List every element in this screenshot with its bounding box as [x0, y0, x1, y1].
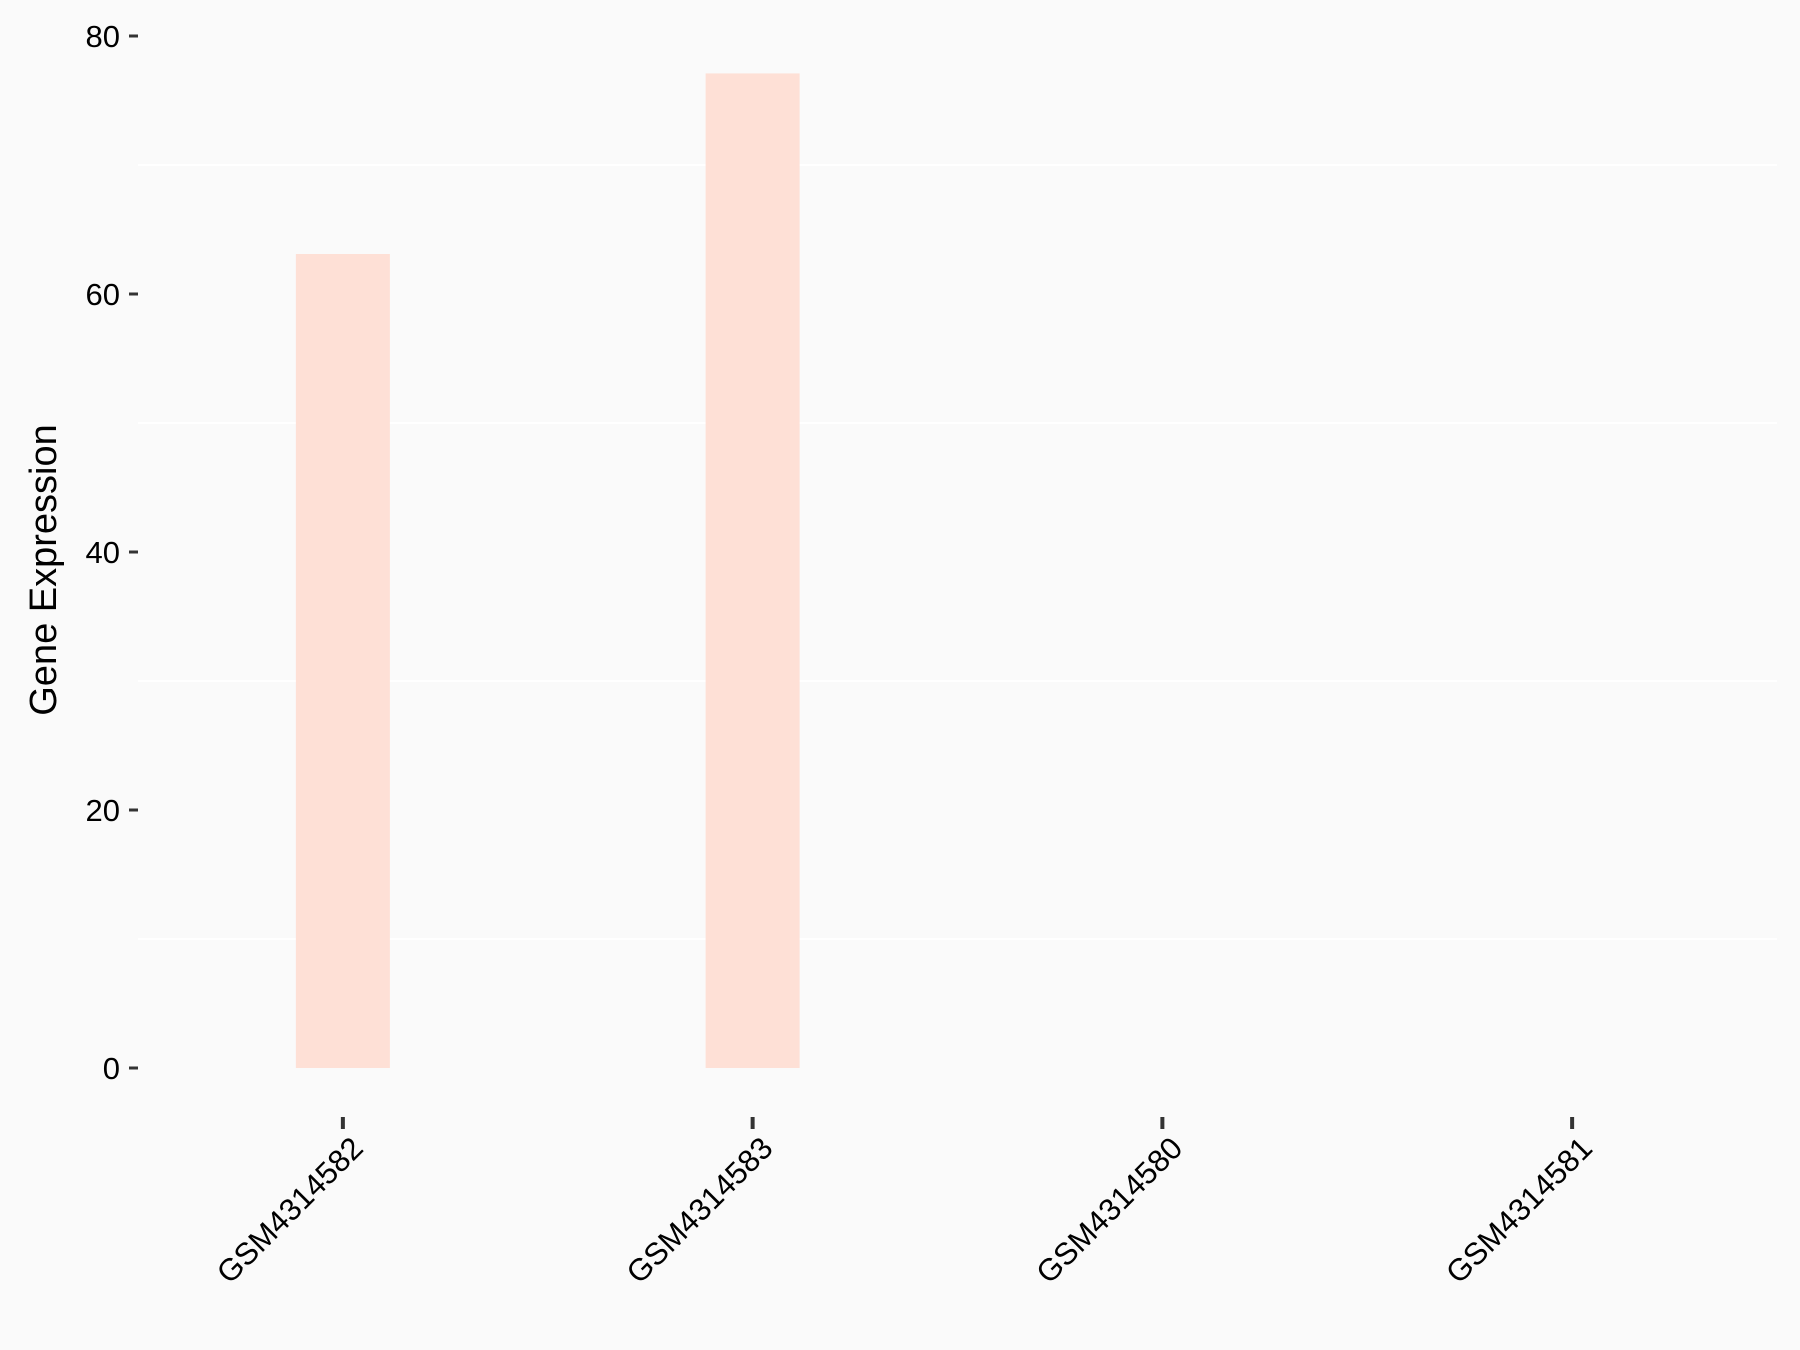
y-axis-title: Gene Expression: [23, 424, 65, 716]
y-axis: 0 20 40 60 80: [86, 19, 138, 1086]
bars: [295, 73, 800, 1068]
y-tick-label: 80: [86, 19, 120, 54]
x-axis: GSM4314582 GSM4314583 GSM4314580 GSM4314581: [210, 1117, 1599, 1290]
x-tick-label: GSM4314580: [1029, 1130, 1189, 1290]
y-tick-label: 40: [86, 535, 120, 570]
x-tick-label: GSM4314581: [1439, 1130, 1599, 1290]
y-tick-label: 0: [103, 1051, 120, 1086]
gridlines: [138, 164, 1777, 940]
bar-GSM4314583: [705, 73, 800, 1068]
x-tick-label: GSM4314583: [620, 1130, 780, 1290]
y-tick-label: 60: [86, 277, 120, 312]
y-tick-label: 20: [86, 793, 120, 828]
x-tick-label: GSM4314582: [210, 1130, 370, 1290]
bar-GSM4314582: [295, 254, 390, 1068]
